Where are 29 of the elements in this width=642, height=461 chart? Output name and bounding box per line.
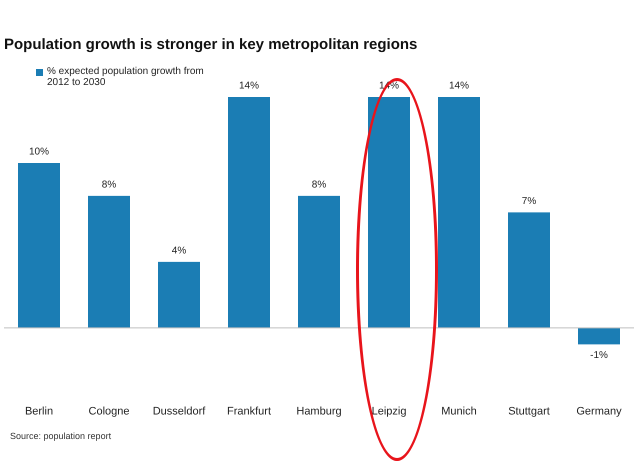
bar bbox=[578, 328, 620, 344]
chart-title: Population growth is stronger in key metropolitan regions bbox=[4, 36, 418, 54]
x-tick-label: Frankfurt bbox=[226, 405, 272, 418]
x-tick-label: Cologne bbox=[88, 405, 130, 418]
data-label: 8% bbox=[102, 180, 116, 191]
bar bbox=[158, 262, 200, 328]
bar bbox=[368, 96, 410, 328]
bar bbox=[508, 212, 550, 328]
source-note: Source: population report bbox=[10, 431, 112, 441]
x-tick-label: Berlin bbox=[24, 405, 54, 418]
x-tick-label: Dusseldorf bbox=[152, 405, 206, 418]
data-label: 14% bbox=[238, 80, 260, 92]
x-tick-label: Stuttgart bbox=[508, 405, 550, 418]
bar bbox=[228, 96, 270, 328]
x-tick-label: Germany bbox=[576, 405, 622, 418]
data-label: 10% bbox=[28, 146, 50, 158]
data-label: -1% bbox=[590, 350, 608, 362]
data-label: 8% bbox=[312, 180, 326, 191]
bar bbox=[88, 196, 130, 328]
bar bbox=[438, 96, 480, 328]
data-label: 7% bbox=[522, 196, 536, 208]
data-label: 4% bbox=[172, 246, 186, 257]
data-label: 14% bbox=[448, 80, 470, 92]
x-tick-label: Hamburg bbox=[296, 405, 342, 418]
legend-label: % expected population growth from 2012 to 2030 bbox=[47, 66, 205, 88]
bar bbox=[18, 162, 60, 328]
x-tick-label: Munich bbox=[441, 405, 477, 418]
x-tick-label: Leipzig bbox=[372, 405, 406, 418]
bar bbox=[298, 196, 340, 328]
